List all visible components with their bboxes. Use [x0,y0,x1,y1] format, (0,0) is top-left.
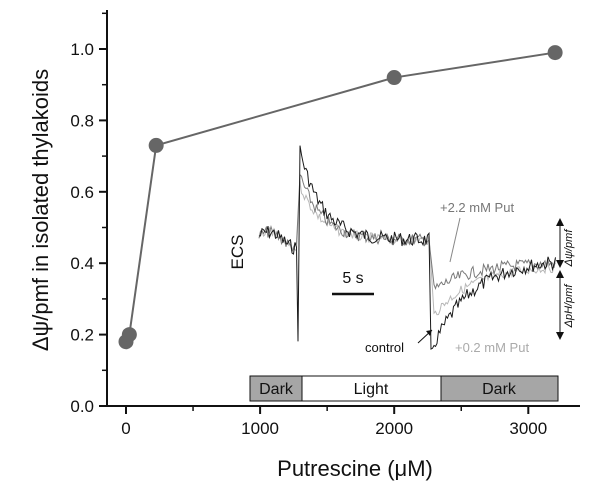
control-arrow-head [426,330,432,336]
phase-dark-2-label: Dark [482,381,517,398]
phase-dark-1-label: Dark [259,381,294,398]
ticks-layer: 0 1000 2000 3000 0.0 0.2 0.4 0.6 0.8 1.0 [70,12,547,438]
arrow-lower-head-bottom [556,332,564,340]
label-control: control [365,340,404,355]
series-layer [118,45,563,350]
y-axis-title: Δψ/pmf in isolated thylakoids [28,69,53,351]
x-tick-label-3: 3000 [509,419,547,438]
label-dpsi-pmf: Δψ/pmf [563,229,575,268]
data-point-2 [148,137,164,153]
label-high-put-leader [449,217,461,263]
data-point-3 [386,70,402,86]
arrow-upper-head-bottom [556,260,564,268]
scale-bar-label: 5 s [342,270,363,287]
label-dph-pmf: ΔpH/pmf [563,284,575,329]
inset-ylabel: ECS [228,235,247,270]
y-tick-label-2: 0.4 [70,254,94,273]
ecs-inset: ECS 5 s +2.2 mM Put +0.2 mM Put control … [228,145,575,402]
x-tick-label-1: 1000 [241,419,279,438]
y-tick-label-1: 0.2 [70,326,94,345]
x-tick-label-0: 0 [121,419,130,438]
phase-light [301,375,442,402]
data-point-1 [121,327,137,343]
trace-control [258,145,556,350]
x-axis-title: Putrescine (μM) [277,456,433,481]
phase-dark-1 [249,375,303,402]
phase-light-label: Light [354,381,389,398]
series-line-0 [125,51,556,343]
arrow-upper-head-top [556,218,564,226]
x-tick-label-2: 2000 [375,419,413,438]
trace-mid-gray [258,173,556,290]
y-tick-label-0: 0.0 [70,397,94,416]
phase-dark-2 [440,375,559,402]
label-low-put: +0.2 mM Put [455,340,529,355]
y-tick-label-5: 1.0 [70,40,94,59]
label-high-put: +2.2 mM Put [440,200,514,215]
y-tick-label-4: 0.8 [70,111,94,130]
arrow-lower-head-top [556,270,564,278]
data-point-4 [547,45,563,61]
y-tick-label-3: 0.6 [70,183,94,202]
